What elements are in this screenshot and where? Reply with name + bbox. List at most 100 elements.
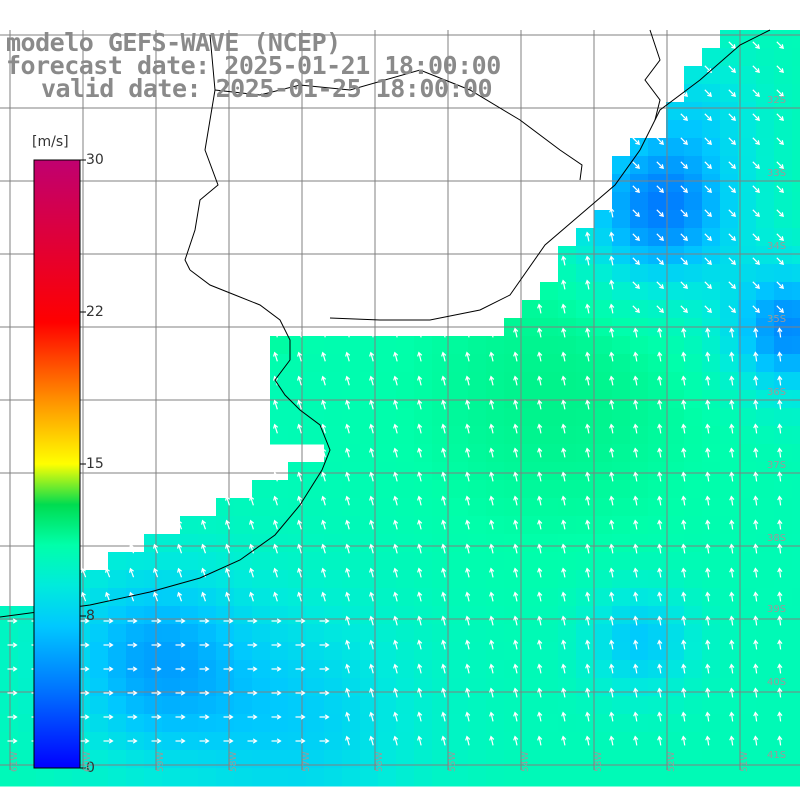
field-cell	[720, 66, 739, 85]
field-cell	[594, 300, 613, 319]
wind-arrow	[199, 642, 210, 648]
field-cell	[576, 354, 595, 373]
field-cell	[342, 390, 361, 409]
field-cell	[684, 246, 703, 265]
field-cell	[702, 570, 721, 589]
field-cell	[270, 354, 289, 373]
field-cell	[630, 534, 649, 553]
wind-arrow	[633, 399, 639, 410]
wind-arrow	[705, 663, 711, 674]
wind-arrow	[151, 738, 162, 744]
wind-arrow	[729, 351, 735, 362]
field-cell	[702, 462, 721, 481]
field-cell	[432, 480, 451, 499]
field-cell	[522, 696, 541, 715]
field-cell	[792, 336, 800, 355]
field-cell	[360, 732, 379, 751]
wind-arrow	[585, 711, 591, 722]
field-cell	[720, 84, 739, 103]
field-cell	[342, 570, 361, 589]
field-cell	[90, 768, 109, 787]
field-cell	[756, 138, 775, 157]
wind-arrow	[729, 495, 735, 506]
field-cell	[594, 696, 613, 715]
wind-arrow	[151, 618, 162, 624]
field-cell	[378, 444, 397, 463]
field-cell	[342, 696, 361, 715]
field-cell	[648, 300, 667, 319]
lat-lon-grid	[0, 30, 800, 770]
wind-arrow	[465, 567, 471, 578]
field-cell	[594, 336, 613, 355]
wind-arrow	[273, 495, 279, 506]
field-cell	[738, 480, 757, 499]
wind-arrow	[585, 639, 591, 650]
field-cell	[558, 246, 577, 265]
field-cell	[792, 192, 800, 211]
field-cell	[378, 426, 397, 445]
field-cell	[432, 552, 451, 571]
field-cell	[396, 606, 415, 625]
field-cell	[396, 426, 415, 445]
wind-arrow	[752, 65, 760, 73]
field-cell	[18, 696, 37, 715]
wind-arrow	[776, 257, 784, 265]
field-cell	[414, 660, 433, 679]
field-cell	[126, 696, 145, 715]
wind-arrow	[633, 687, 639, 698]
wind-arrow	[225, 591, 231, 602]
wind-arrow	[728, 161, 736, 169]
wind-arrow	[561, 519, 567, 530]
field-cell	[720, 138, 739, 157]
field-cell	[720, 372, 739, 391]
field-cell	[522, 732, 541, 751]
field-cell	[522, 354, 541, 373]
wind-arrow	[393, 735, 399, 746]
field-cell	[792, 714, 800, 733]
field-cell	[594, 606, 613, 625]
field-cell	[648, 174, 667, 193]
field-cell	[666, 768, 685, 787]
wind-arrow	[537, 687, 543, 698]
field-cell	[90, 642, 109, 661]
wind-arrow	[680, 113, 688, 121]
wind-arrow	[752, 257, 760, 265]
field-cell	[486, 768, 505, 787]
field-cell	[684, 534, 703, 553]
field-cell	[270, 534, 289, 553]
field-cell	[198, 516, 217, 535]
field-cell	[90, 588, 109, 607]
field-cell	[612, 606, 631, 625]
field-cell	[162, 750, 181, 769]
wind-arrow	[441, 519, 447, 530]
field-cell	[594, 642, 613, 661]
field-cell	[450, 552, 469, 571]
lat-label-36s: 36S	[767, 387, 787, 398]
field-cell	[342, 768, 361, 787]
field-cell	[324, 768, 343, 787]
wind-arrow	[465, 495, 471, 506]
field-cell	[594, 588, 613, 607]
field-cell	[360, 570, 379, 589]
field-cell	[720, 534, 739, 553]
field-cell	[18, 732, 37, 751]
wind-arrow	[369, 519, 375, 530]
wind-arrow	[681, 567, 687, 578]
wind-arrow	[369, 567, 375, 578]
wind-arrow	[777, 639, 783, 650]
wind-arrow	[585, 327, 591, 338]
wind-arrow	[441, 399, 447, 410]
wind-arrow	[537, 303, 543, 314]
wind-arrow	[729, 687, 735, 698]
field-cell	[198, 642, 217, 661]
field-cell	[468, 588, 487, 607]
field-cell	[702, 102, 721, 121]
field-cell	[324, 732, 343, 751]
field-cell	[234, 660, 253, 679]
wind-arrow	[417, 399, 423, 410]
wind-arrow	[561, 351, 567, 362]
wind-arrow	[561, 687, 567, 698]
wind-arrow	[729, 735, 735, 746]
wind-arrow	[753, 399, 759, 410]
wind-arrow	[297, 471, 303, 482]
